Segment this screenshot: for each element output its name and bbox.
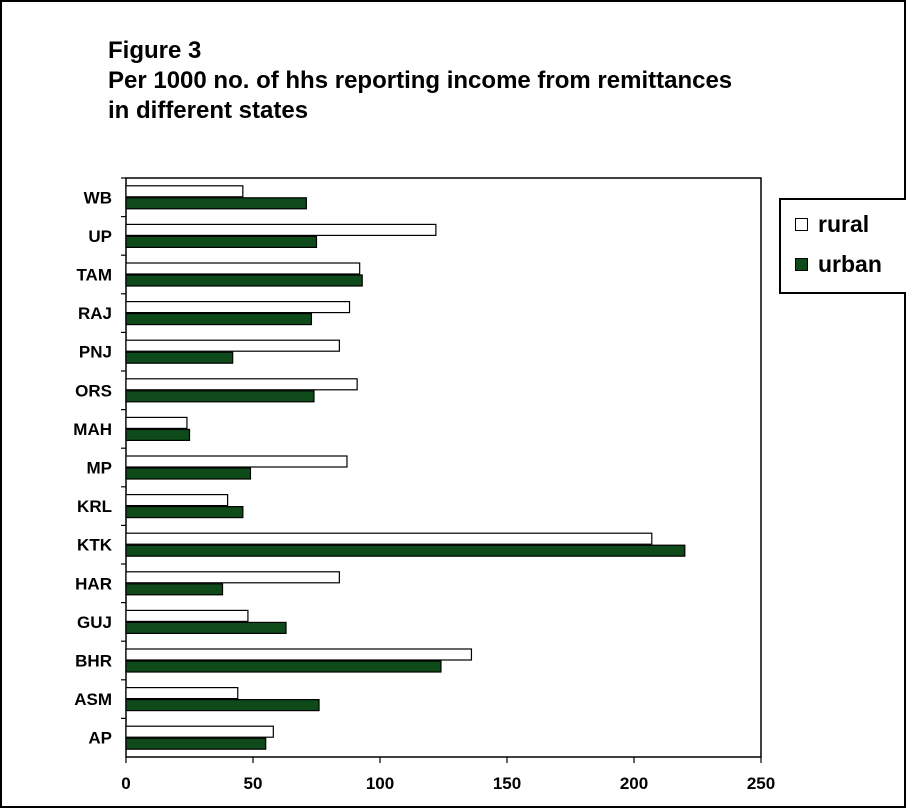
bar-urban-up	[125, 235, 318, 248]
category-label-ap: AP	[88, 729, 112, 748]
category-label-bhr: BHR	[75, 652, 112, 671]
bar-urban-pnj	[125, 351, 234, 364]
category-label-mah: MAH	[73, 420, 112, 439]
bar-rural-wb	[125, 185, 244, 198]
category-label-asm: ASM	[74, 690, 112, 709]
bar-urban-bhr	[125, 660, 442, 673]
title-line-1: Per 1000 no. of hhs reporting income fro…	[108, 67, 733, 94]
bar-rural-asm	[125, 686, 239, 700]
chart-title: Figure 3 Per 1000 no. of hhs reporting i…	[108, 36, 732, 126]
bar-urban-guj	[125, 621, 287, 635]
category-label-up: UP	[88, 227, 112, 246]
category-label-mp: MP	[87, 459, 113, 478]
x-tick-label-100: 100	[366, 774, 394, 793]
x-tick-label-50: 50	[244, 774, 263, 793]
category-label-ktk: KTK	[77, 536, 113, 555]
title-line-2: in different states	[108, 97, 309, 124]
category-label-wb: WB	[84, 188, 112, 207]
bar-rural-tam	[125, 262, 361, 275]
bar-urban-ap	[125, 737, 267, 750]
category-label-raj: RAJ	[78, 304, 112, 323]
bar-rural-raj	[125, 301, 351, 314]
legend-item-urban: urban	[795, 251, 882, 277]
bar-rural-pnj	[125, 339, 340, 352]
bar-urban-krl	[125, 506, 244, 519]
legend: rural urban	[779, 198, 906, 294]
legend-swatch-rural	[795, 217, 808, 231]
category-label-guj: GUJ	[77, 613, 112, 632]
x-tick-label-150: 150	[493, 774, 521, 793]
x-tick-label-250: 250	[747, 774, 775, 793]
category-label-tam: TAM	[76, 266, 112, 285]
x-tick-label-0: 0	[121, 774, 130, 793]
bar-urban-tam	[125, 274, 363, 287]
bar-rural-up	[125, 223, 437, 236]
category-label-krl: KRL	[77, 497, 112, 516]
bar-urban-ktk	[125, 544, 686, 557]
bar-rural-ktk	[125, 532, 653, 545]
bar-urban-asm	[125, 698, 320, 712]
bar-urban-mah	[125, 428, 191, 441]
plot-area: AP ASM BHR GUJ HAR KTK KRL MP MAH ORS PNJ RAJ TAM UP W…	[73, 177, 775, 793]
bar-rural-guj	[125, 609, 249, 623]
bar-urban-ors	[125, 390, 315, 403]
legend-swatch-urban	[795, 257, 808, 271]
bar-rural-mah	[125, 416, 188, 429]
bar-rural-bhr	[125, 648, 473, 661]
bar-urban-har	[125, 583, 224, 596]
category-label-har: HAR	[75, 574, 112, 593]
bar-urban-mp	[125, 467, 252, 480]
bar-urban-wb	[125, 197, 307, 210]
legend-label-rural: rural	[818, 210, 870, 237]
bar-urban-raj	[125, 313, 313, 326]
bar-rural-krl	[125, 494, 229, 507]
category-label-pnj: PNJ	[79, 343, 112, 362]
figure-number: Figure 3	[108, 37, 202, 64]
bar-rural-ors	[125, 378, 358, 391]
bar-rural-mp	[125, 455, 348, 468]
bar-rural-ap	[125, 725, 274, 738]
category-label-ors: ORS	[75, 381, 112, 400]
legend-item-rural: rural	[795, 211, 869, 237]
bar-rural-har	[125, 571, 340, 584]
legend-label-urban: urban	[818, 250, 882, 277]
x-tick-label-200: 200	[620, 774, 648, 793]
